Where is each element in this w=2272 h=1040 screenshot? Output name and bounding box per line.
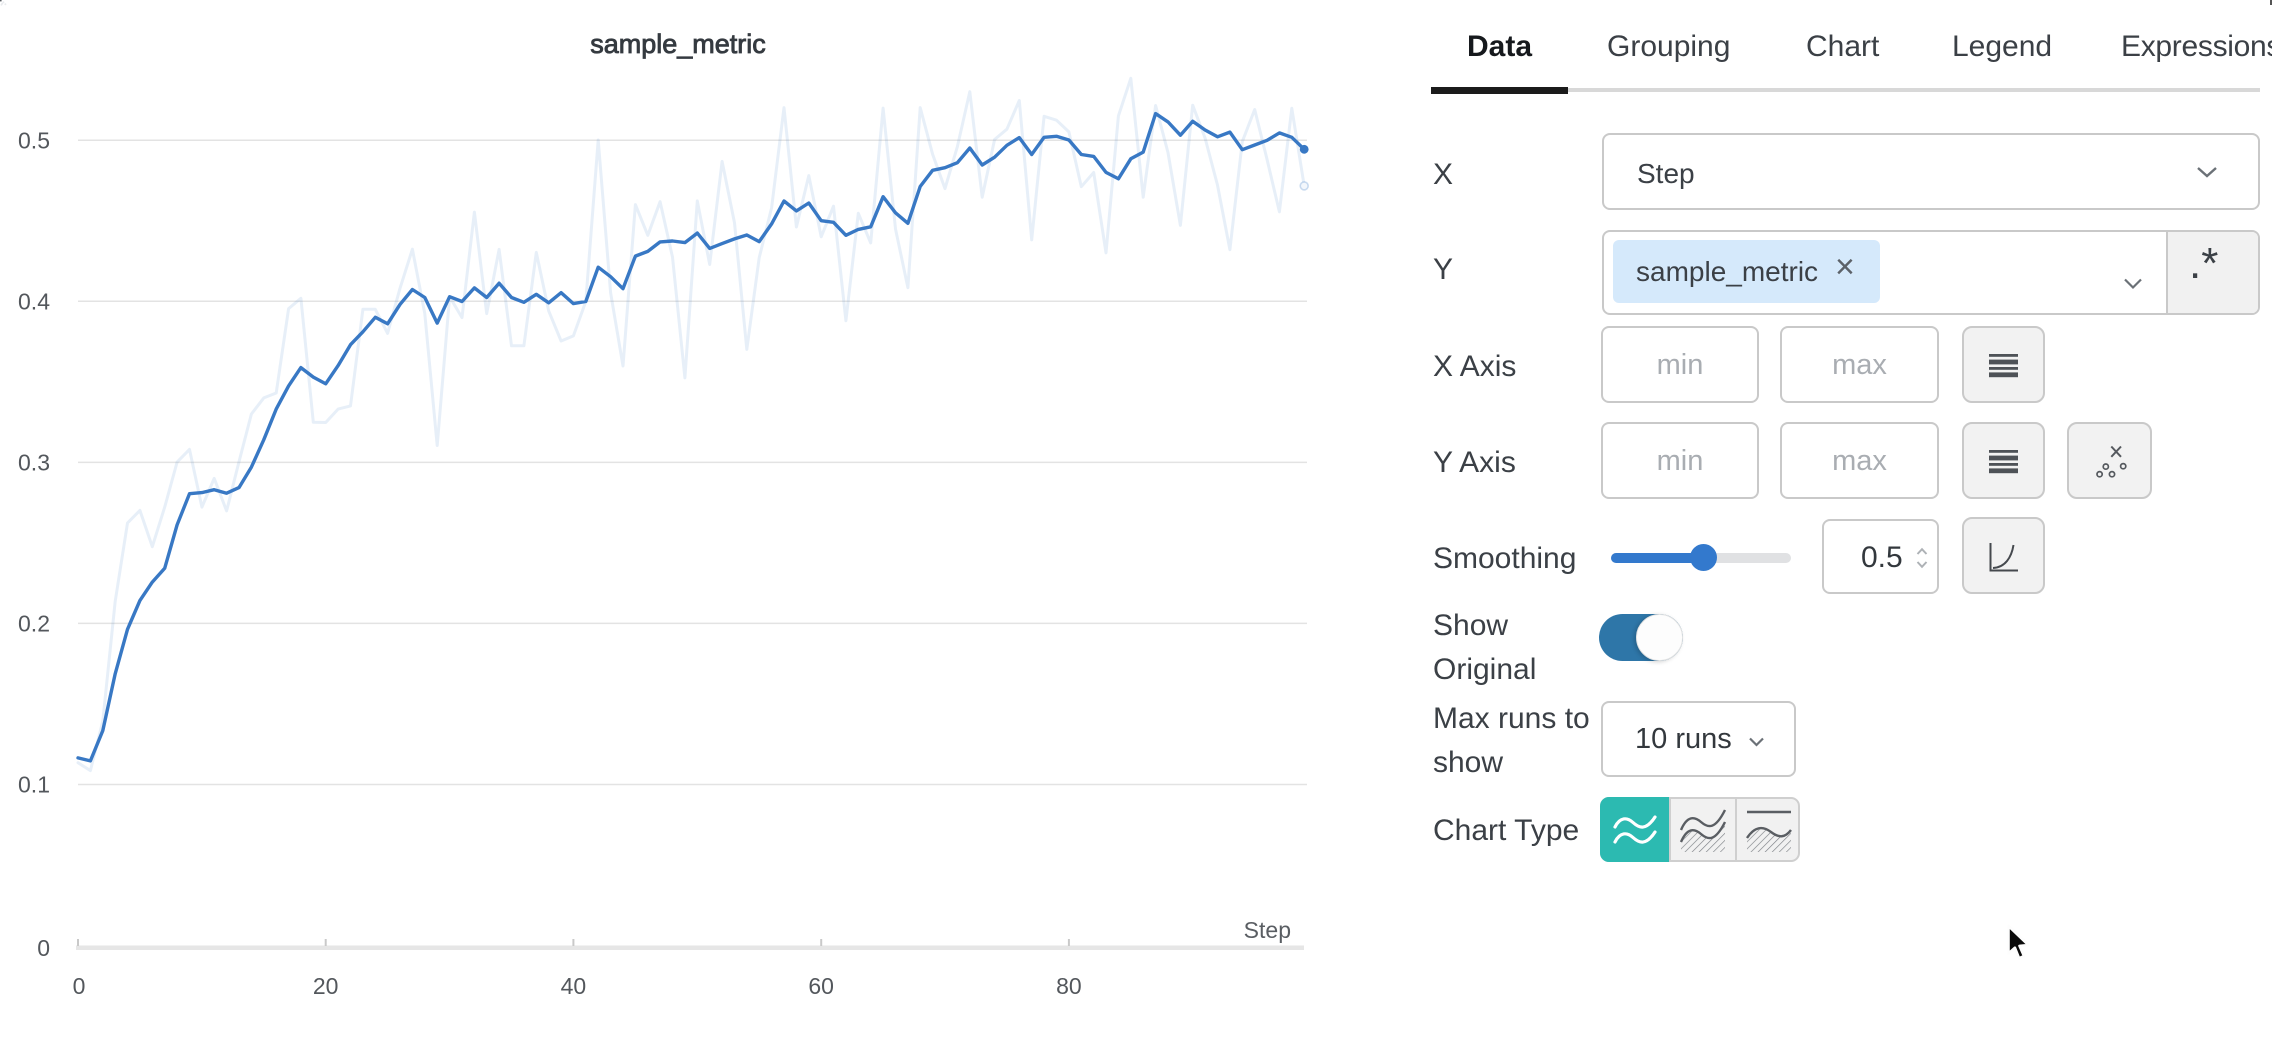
svg-text:40: 40 (561, 973, 587, 999)
svg-text:0.5: 0.5 (18, 128, 50, 154)
svg-text:80: 80 (1056, 973, 1082, 999)
svg-text:0.3: 0.3 (18, 450, 50, 476)
svg-text:0.4: 0.4 (18, 289, 50, 315)
svg-text:20: 20 (313, 973, 339, 999)
svg-text:0: 0 (37, 935, 50, 961)
svg-text:0: 0 (73, 973, 86, 999)
svg-text:sample_metric: sample_metric (590, 29, 766, 59)
svg-text:Step: Step (1244, 917, 1291, 943)
svg-text:0.2: 0.2 (18, 611, 50, 637)
svg-text:60: 60 (808, 973, 834, 999)
svg-text:0.1: 0.1 (18, 772, 50, 798)
